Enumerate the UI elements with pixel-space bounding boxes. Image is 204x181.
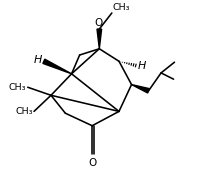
Text: O: O (94, 18, 103, 28)
Text: CH₃: CH₃ (9, 83, 26, 92)
Text: CH₃: CH₃ (113, 3, 130, 12)
Text: O: O (88, 158, 96, 168)
Text: CH₃: CH₃ (15, 107, 33, 116)
Text: H: H (138, 61, 146, 71)
Polygon shape (132, 85, 149, 93)
Polygon shape (97, 29, 102, 49)
Text: H: H (34, 55, 42, 65)
Polygon shape (43, 59, 72, 74)
